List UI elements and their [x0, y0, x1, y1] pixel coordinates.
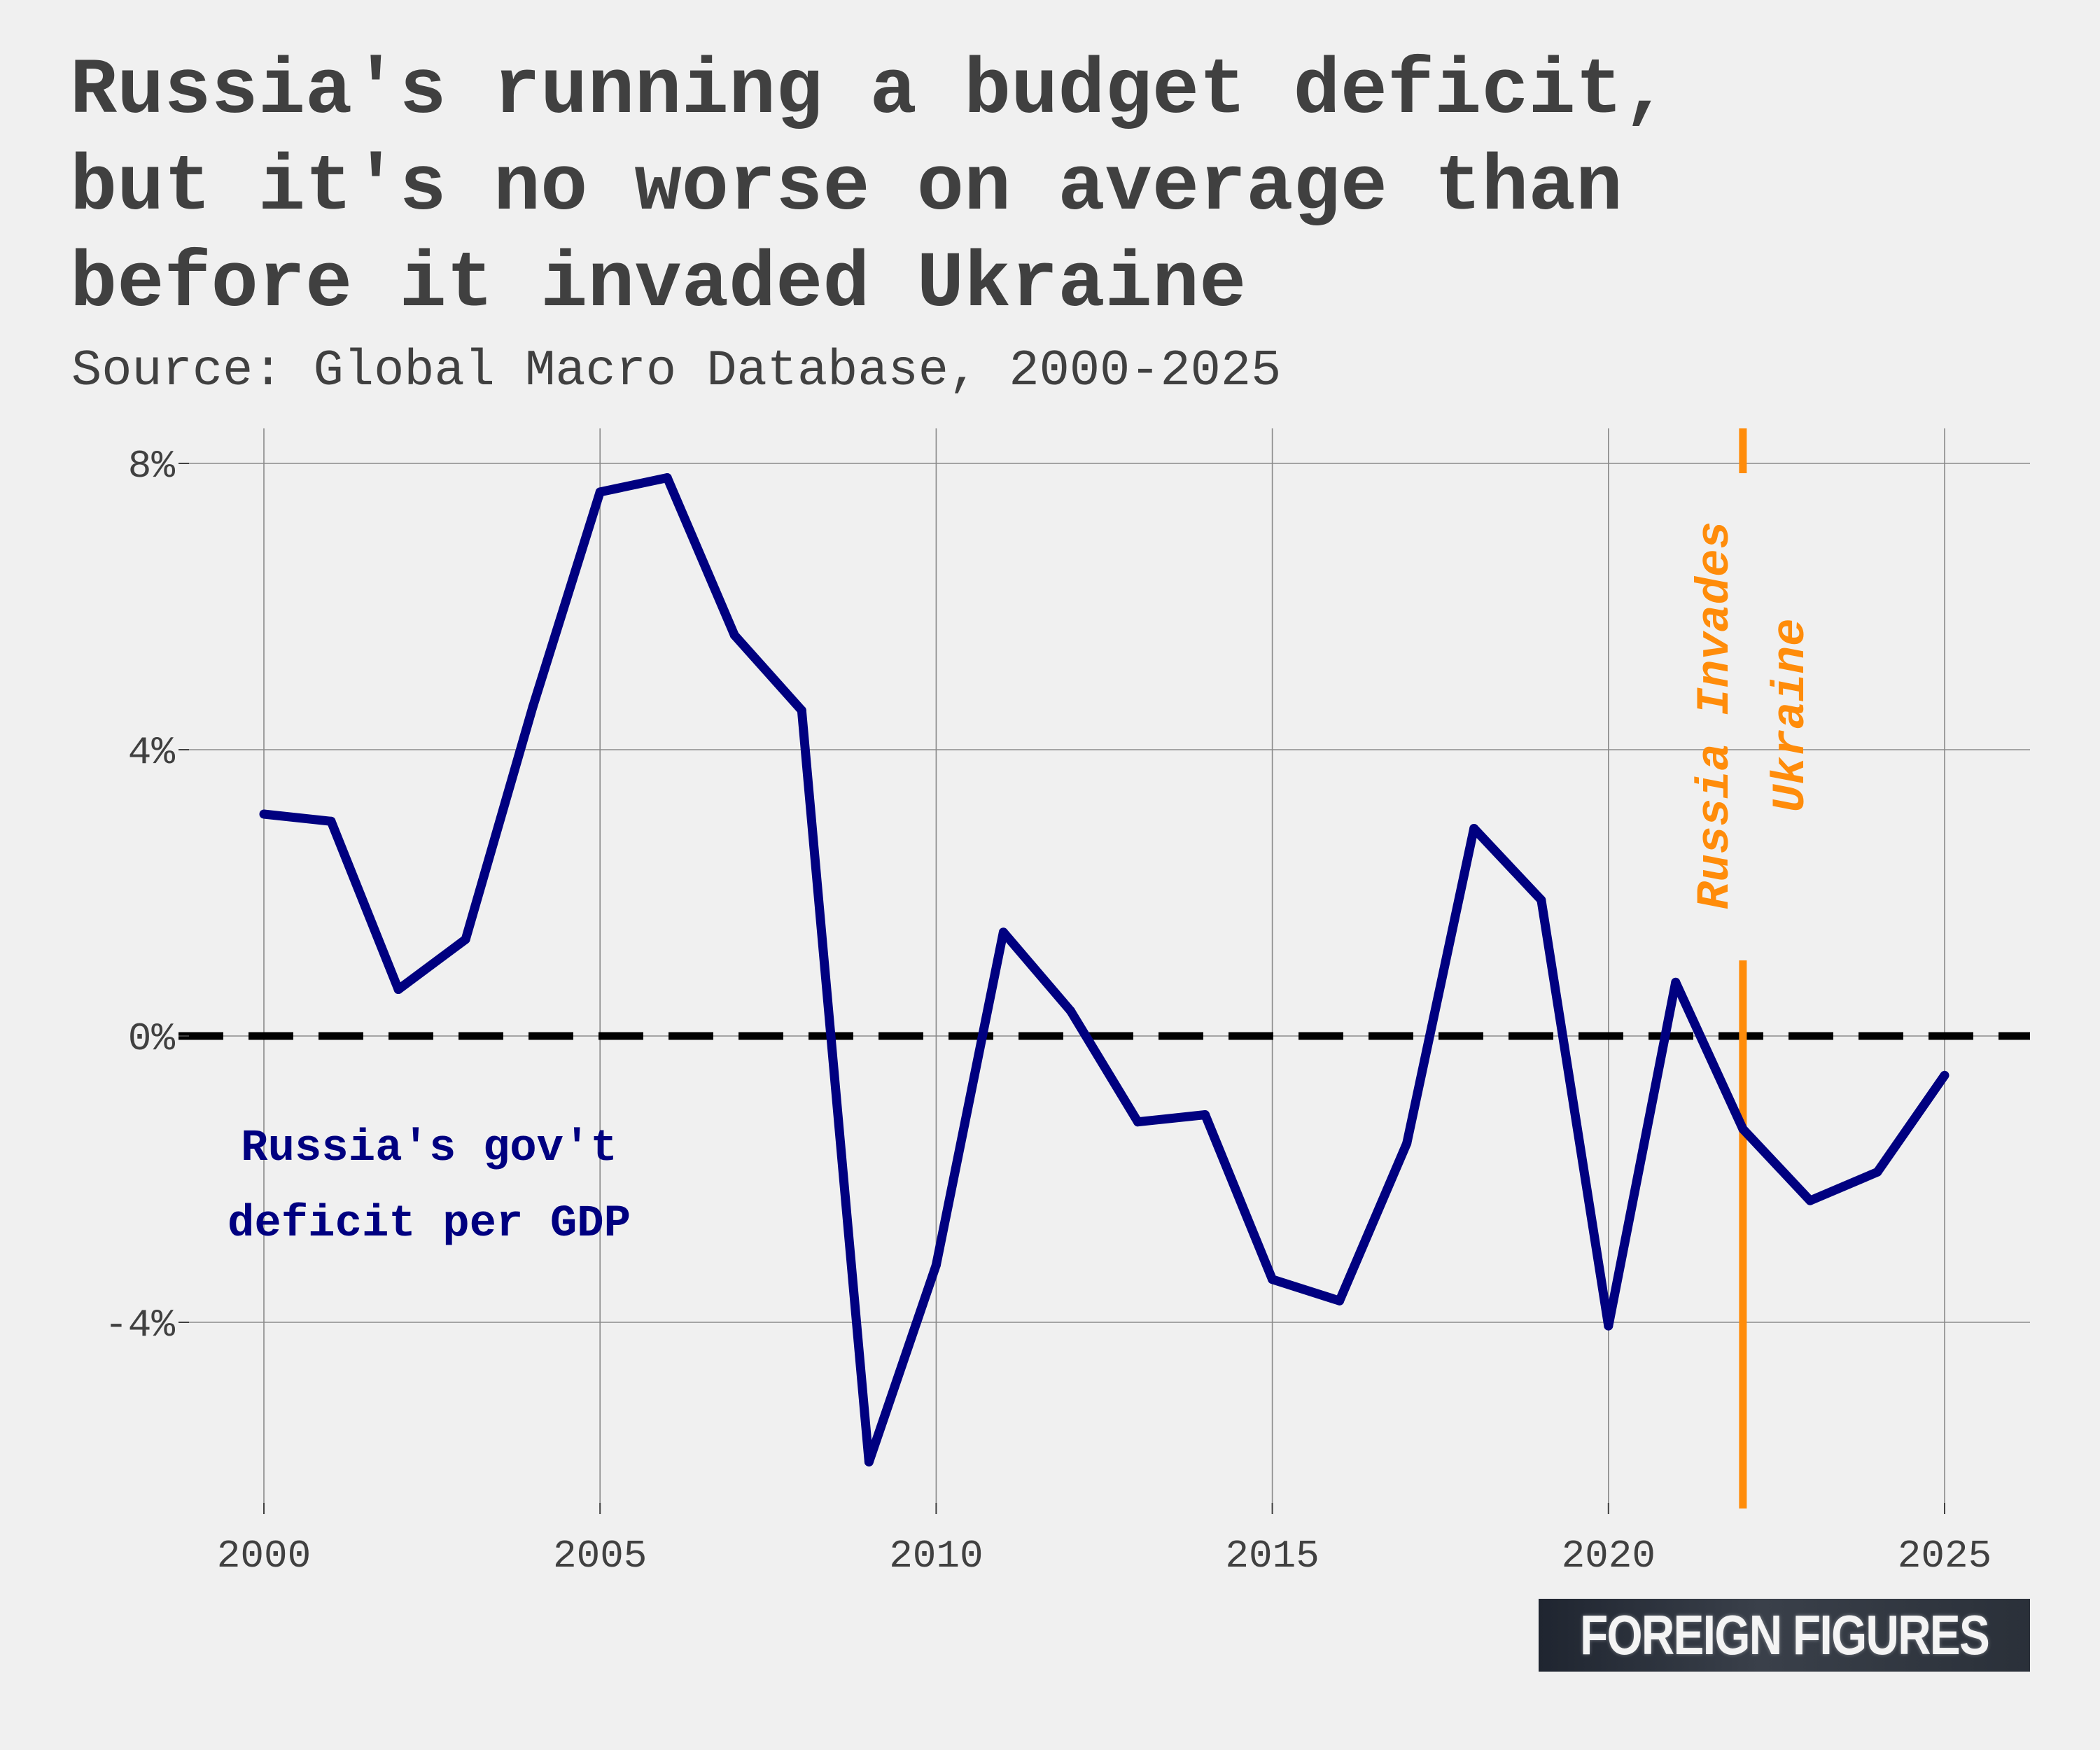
brand-logo: FOREIGN FIGURES	[1539, 1599, 2030, 1672]
data-point-2016	[1335, 1296, 1345, 1306]
x-tick-label: 2020	[1562, 1534, 1656, 1578]
chart-title: Russia's running a budget deficit, but i…	[70, 47, 1670, 329]
y-tick-label: 8%	[128, 444, 176, 489]
x-tick-label: 2025	[1898, 1534, 1991, 1578]
series-label: Russia's gov't deficit per GDP	[227, 1124, 631, 1250]
x-tick-label: 2005	[553, 1534, 647, 1578]
data-point-2021	[1671, 977, 1681, 987]
grid	[189, 428, 2030, 1508]
data-point-2014	[1200, 1110, 1210, 1119]
x-tick-label: 2010	[889, 1534, 983, 1578]
data-point-2023	[1805, 1196, 1815, 1205]
series-layer	[259, 472, 1949, 1466]
data-point-2013	[1133, 1117, 1143, 1127]
data-point-2002	[393, 985, 403, 995]
brand-logo-text: FOREIGN FIGURES	[1579, 1604, 1990, 1666]
data-point-2001	[326, 816, 336, 826]
invasion-label: Russia Invades Ukraine	[1689, 522, 1817, 910]
data-point-2018	[1469, 823, 1479, 833]
data-point-2015	[1268, 1275, 1278, 1284]
reference-lines	[178, 428, 2030, 1508]
series-line-deficit	[263, 473, 1949, 1466]
data-point-2005	[595, 487, 605, 497]
data-point-2012	[1065, 1006, 1075, 1016]
data-point-2022	[1738, 1124, 1748, 1134]
data-point-2006	[662, 472, 672, 482]
data-point-2003	[461, 934, 470, 944]
x-tick-label: 2000	[217, 1534, 311, 1578]
annotations: Russia's gov't deficit per GDP Russia Inva…	[227, 522, 1817, 1250]
data-point-2025	[1940, 1070, 1949, 1080]
data-point-2017	[1402, 1138, 1412, 1148]
data-point-2007	[729, 630, 739, 640]
data-point-2020	[1604, 1321, 1614, 1331]
data-point-2008	[797, 706, 806, 715]
chart-subtitle: Source: Global Macro Database, 2000-2025	[71, 342, 1282, 400]
y-tick-label: 0%	[128, 1016, 176, 1061]
data-point-2000	[259, 809, 269, 819]
data-point-2011	[998, 927, 1008, 937]
data-point-2004	[528, 702, 538, 712]
y-tick-label: -4%	[104, 1303, 175, 1348]
y-tick-label: 4%	[128, 730, 176, 775]
data-point-2009	[864, 1457, 874, 1466]
data-point-2010	[931, 1260, 941, 1270]
data-point-2019	[1536, 895, 1546, 905]
x-tick-label: 2015	[1225, 1534, 1319, 1578]
axis-ticks: 8% 4% 0% -4% 2000 2005 2010 2015 2020 2025	[104, 444, 1991, 1578]
data-point-2024	[1872, 1167, 1882, 1177]
